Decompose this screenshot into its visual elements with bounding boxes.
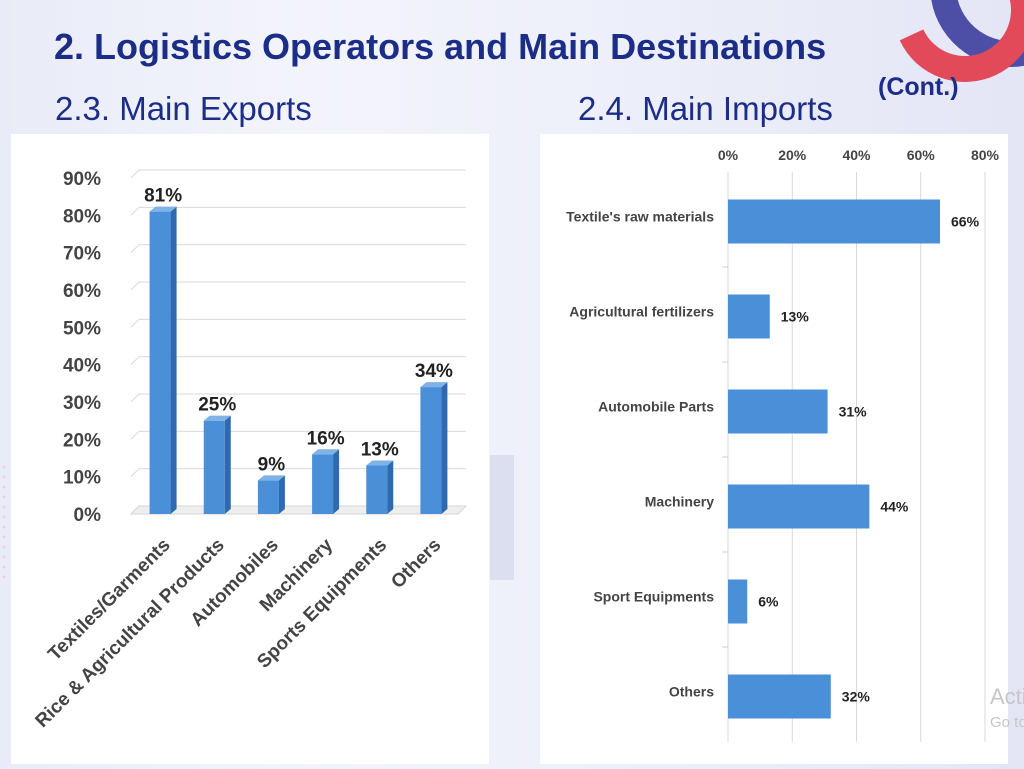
decorative-panel: [490, 455, 514, 580]
y-gridline-depth: [130, 356, 140, 366]
exports-chart-panel: 0% 10% 20% 30% 40% 50% 60% 70% 80% 90% 81% Textiles…: [11, 134, 489, 764]
y-tick-label: Machinery: [645, 494, 714, 510]
watermark-line-2: Go to Settings to activate Windows.: [990, 714, 1024, 731]
x-tick-label: 80%: [971, 147, 1000, 163]
bar-front: [366, 465, 388, 514]
bar-data-label: 6%: [758, 594, 779, 610]
bar-front: [203, 420, 225, 514]
bar: [728, 484, 870, 529]
y-gridline-depth: [130, 244, 140, 254]
bar-top: [257, 475, 285, 481]
y-tick-label: 80%: [63, 206, 101, 227]
bar-data-label: 13%: [781, 309, 810, 325]
y-tick-label: Automobile Parts: [598, 399, 714, 415]
bar-front: [312, 454, 334, 514]
x-tick-label: 0%: [718, 147, 739, 163]
bar-data-label: 25%: [198, 395, 236, 416]
y-tick-label: 70%: [63, 244, 101, 265]
y-tick-label: Agricultural fertilizers: [569, 304, 714, 320]
y-gridline-depth: [130, 169, 140, 179]
activate-windows-watermark: Activate Windows Go to Settings to activ…: [990, 684, 1024, 744]
exports-heading: 2.3. Main Exports: [55, 90, 312, 127]
y-tick-label: 10%: [63, 468, 101, 489]
imports-bar-chart: 0% 20% 40% 60% 80% 66% Textile's raw materials…: [566, 147, 1000, 742]
decorative-dots: [0, 462, 8, 582]
bar-side: [170, 206, 177, 514]
y-tick-label: Textile's raw materials: [566, 209, 714, 225]
bar-front: [149, 211, 171, 514]
bar-top: [203, 415, 231, 421]
slide-title: 2. Logistics Operators and Main Destinat…: [54, 26, 827, 67]
y-gridline-depth: [130, 468, 140, 478]
bar: [728, 294, 770, 339]
bar-data-label: 13%: [361, 439, 399, 460]
y-gridline-depth: [130, 281, 140, 291]
y-tick-label: Others: [669, 684, 714, 700]
imports-heading: 2.4. Main Imports: [578, 90, 833, 127]
watermark-line-1: Activate Windows: [990, 684, 1024, 709]
y-gridline-depth: [130, 206, 140, 216]
y-gridline-depth: [130, 430, 140, 440]
decorative-ring-blue: [917, 0, 1024, 80]
bar: [728, 579, 748, 624]
x-tick-label: Others: [387, 535, 445, 593]
bar-top: [366, 460, 394, 466]
bar-data-label: 44%: [880, 499, 909, 515]
y-tick-label: 90%: [63, 169, 101, 190]
y-tick-label: 50%: [63, 318, 101, 339]
bar-data-label: 81%: [144, 186, 182, 207]
bar-side: [387, 460, 394, 514]
bar-top: [149, 206, 177, 212]
y-tick-label: Sport Equipments: [593, 589, 714, 605]
y-tick-label: 40%: [63, 356, 101, 377]
y-tick-label: 60%: [63, 281, 101, 302]
y-gridline-depth: [130, 393, 140, 403]
y-tick-label: 20%: [63, 430, 101, 451]
x-tick-label: 60%: [907, 147, 936, 163]
bar-data-label: 9%: [258, 454, 286, 475]
bar-data-label: 32%: [842, 689, 871, 705]
bar-side: [333, 449, 340, 514]
bar: [728, 674, 831, 719]
exports-bar-chart: 0%10%20%30%40%50%60%70%80%90%81%Textiles…: [32, 169, 468, 732]
bar-front: [420, 387, 442, 514]
bar-top: [312, 449, 340, 455]
bar-side: [224, 415, 231, 514]
bar-front: [257, 480, 279, 514]
bar-data-label: 31%: [839, 404, 868, 420]
y-tick-label: 30%: [63, 393, 101, 414]
bar-data-label: 16%: [307, 428, 345, 449]
bar: [728, 389, 828, 434]
bar-side: [441, 382, 448, 514]
bar-side: [278, 475, 285, 514]
x-tick-label: 40%: [842, 147, 871, 163]
imports-chart-panel: 0% 20% 40% 60% 80% 66% Textile's raw materials…: [540, 134, 1008, 764]
y-tick-label: 0%: [74, 505, 102, 526]
y-gridline-depth: [130, 318, 140, 328]
bar-data-label: 66%: [951, 214, 980, 230]
chart-floor: [129, 505, 468, 515]
x-tick-label: 20%: [778, 147, 807, 163]
bar: [728, 199, 941, 244]
bar-top: [420, 382, 448, 388]
slide-title-continued: (Cont.): [878, 73, 959, 101]
bar-data-label: 34%: [415, 361, 453, 382]
